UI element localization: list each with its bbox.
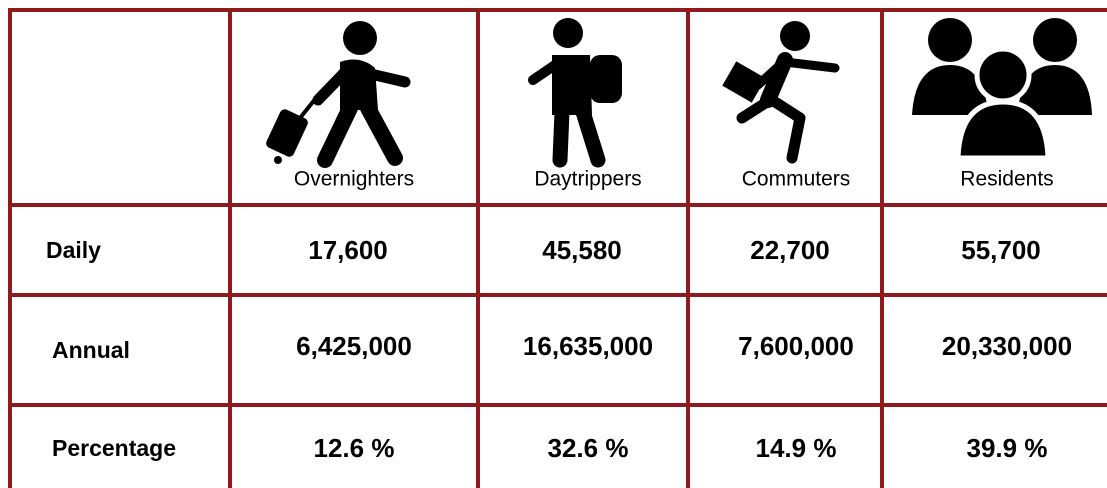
cell-value: 32.6 % [548,433,629,463]
cell-value: 16,635,000 [523,331,653,361]
cell-value: 20,330,000 [942,331,1072,361]
table-grid [8,8,1107,488]
commuter-icon [722,21,840,164]
row-label: Annual [52,337,130,363]
cell-value: 17,600 [308,235,388,265]
residents-icon [912,18,1092,161]
cell-value: 14.9 % [756,433,837,463]
cell-value: 6,425,000 [296,331,412,361]
cell-value: 7,600,000 [738,331,854,361]
column-header: Daytrippers [534,168,641,191]
daytripper-icon [528,18,622,168]
cells: Overnighters Daytrippers Commuters Resident… [46,168,1072,463]
cell-value: 55,700 [961,235,1041,265]
column-header: Overnighters [294,168,414,191]
row-label: Percentage [52,435,176,461]
row-label: Daily [46,237,101,263]
cell-value: 22,700 [750,235,830,265]
cell-value: 12.6 % [314,433,395,463]
column-header: Commuters [742,168,851,191]
column-header: Residents [960,168,1053,191]
overnighter-icon [266,21,411,168]
cell-value: 45,580 [542,235,622,265]
cell-value: 39.9 % [967,433,1048,463]
